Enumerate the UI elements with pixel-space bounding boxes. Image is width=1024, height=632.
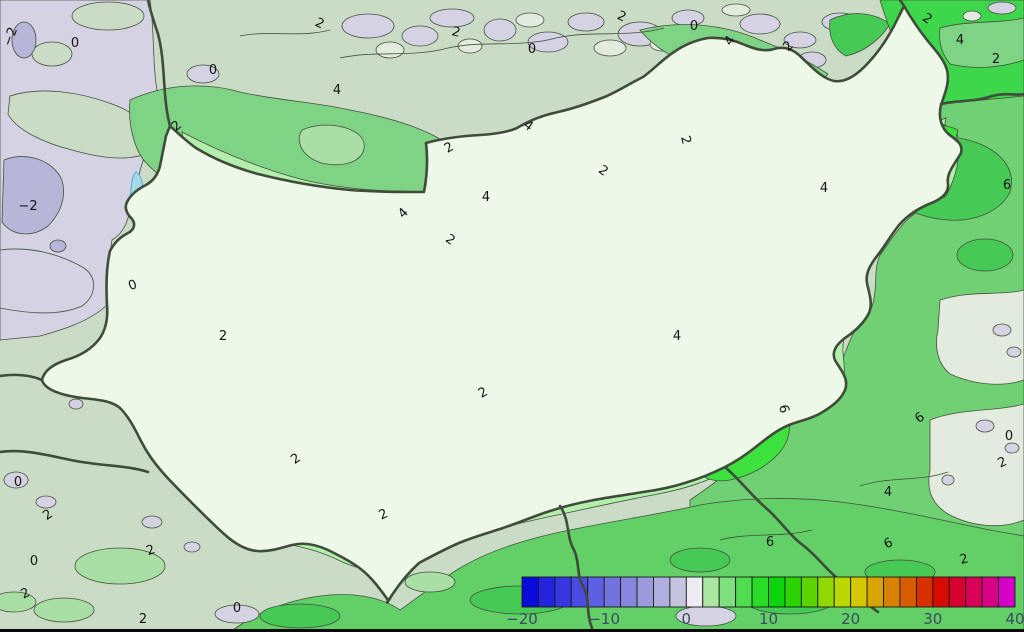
legend-color-segment — [899, 576, 917, 608]
legend-tick-label: 10 — [759, 610, 778, 628]
legend-color-segment — [784, 576, 802, 608]
color-scale-legend: −20 −10 0 10 20 30 40 — [506, 576, 1024, 628]
contour-label: 2 — [992, 52, 1000, 67]
legend-tick-label: 30 — [923, 610, 942, 628]
contour-label: 4 — [956, 33, 964, 48]
legend-color-segment — [981, 576, 1000, 608]
contour-label: 4 — [333, 83, 341, 98]
legend-color-segment — [883, 576, 901, 608]
legend-color-segment — [768, 576, 786, 608]
legend-tick-labels: −20 −10 0 10 20 30 40 — [506, 610, 1024, 628]
contour-label: 6 — [775, 403, 792, 415]
legend-tick-label: 40 — [1005, 610, 1024, 628]
contour-label: −2 — [0, 25, 21, 48]
legend-color-segment — [998, 576, 1016, 608]
legend-tick-label: 20 — [841, 610, 860, 628]
legend-color-segment — [603, 576, 622, 608]
legend-color-segment — [587, 576, 605, 608]
legend-color-segment — [932, 576, 950, 608]
contour-label: 2 — [139, 612, 147, 627]
contour-label: 6 — [1003, 178, 1011, 193]
legend-color-bar — [521, 576, 1016, 608]
contour-label: 0 — [1005, 429, 1013, 444]
contour-label: 2 — [450, 24, 462, 41]
legend-color-segment — [718, 576, 737, 608]
contour-label: 0 — [71, 36, 79, 51]
contour-label: 0 — [14, 475, 22, 490]
legend-color-segment — [800, 576, 819, 608]
legend-color-segment — [965, 576, 983, 608]
contour-label: −2 — [18, 199, 37, 214]
legend-color-segment — [915, 576, 934, 608]
legend-color-segment — [735, 576, 753, 608]
legend-color-segment — [554, 576, 572, 608]
legend-color-segment — [521, 576, 539, 608]
contour-label: 2 — [677, 134, 694, 146]
contour-label: 0 — [690, 19, 698, 34]
croatia-serbia-border — [558, 504, 594, 630]
legend-color-segment — [636, 576, 654, 608]
contour-label: 2 — [219, 329, 227, 344]
contour-lines — [239, 27, 949, 541]
legend-color-segment — [850, 576, 868, 608]
contour-label: 0 — [528, 42, 536, 57]
legend-color-segment — [948, 576, 967, 608]
legend-tick-label: −10 — [588, 610, 620, 628]
legend-color-segment — [702, 576, 720, 608]
legend-color-segment — [620, 576, 638, 608]
contour-label: 0 — [30, 554, 38, 569]
contour-label: 4 — [673, 329, 681, 344]
map-frame-bottom — [0, 629, 1024, 632]
contour-label: 4 — [884, 485, 892, 500]
legend-tick-label: 0 — [682, 610, 692, 628]
legend-color-segment — [685, 576, 704, 608]
contour-label: 2 — [958, 551, 970, 568]
legend-color-segment — [669, 576, 687, 608]
legend-color-segment — [817, 576, 835, 608]
legend-tick-label: −20 — [506, 610, 538, 628]
contour-label: 4 — [820, 181, 828, 196]
contour-label: 4 — [482, 190, 490, 205]
contour-label: 6 — [766, 535, 774, 550]
legend-color-segment — [751, 576, 769, 608]
contour-label: 0 — [233, 601, 241, 616]
legend-color-segment — [537, 576, 556, 608]
region-austria — [0, 0, 220, 410]
legend-color-segment — [866, 576, 884, 608]
contour-label: 0 — [209, 63, 217, 78]
legend-color-segment — [833, 576, 852, 608]
legend-color-segment — [653, 576, 671, 608]
